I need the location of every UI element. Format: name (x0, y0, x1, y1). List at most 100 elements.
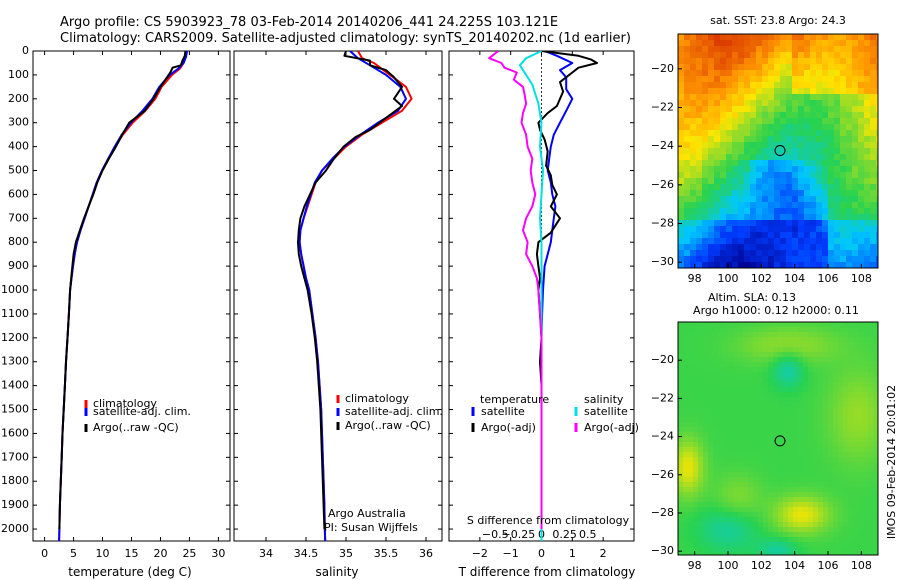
sla-heatmap-cell (703, 512, 709, 518)
sla-heatmap-cell (743, 502, 749, 508)
sla-heatmap-cell (793, 352, 799, 358)
sla-heatmap-cell (863, 397, 869, 403)
sst-heatmap-cell (852, 130, 859, 137)
sst-heatmap-cell (828, 40, 835, 47)
sst-heatmap-cell (828, 82, 835, 89)
sla-heatmap-cell (793, 467, 799, 473)
sst-heatmap-cell (834, 34, 841, 41)
argo-location-marker (774, 435, 786, 447)
sla-heatmap-cell (728, 452, 734, 458)
sla-heatmap-cell (713, 447, 719, 453)
sla-heatmap-cell (813, 517, 819, 523)
sst-heatmap-cell (774, 190, 781, 197)
sla-heatmap-cell (843, 512, 849, 518)
sla-heatmap-cell (758, 337, 764, 343)
sst-heatmap-cell (864, 142, 871, 149)
sla-heatmap-cell (693, 552, 699, 555)
sla-heatmap-cell (698, 427, 704, 433)
sst-heatmap-cell (714, 136, 721, 143)
sla-heatmap-cell (728, 487, 734, 493)
sst-heatmap-cell (720, 244, 727, 251)
sla-heatmap-cell (778, 447, 784, 453)
sla-heatmap-cell (728, 482, 734, 488)
sst-heatmap-cell (684, 52, 691, 59)
sla-heatmap-cell (713, 432, 719, 438)
sst-heatmap-cell (852, 142, 859, 149)
sla-heatmap-cell (853, 382, 859, 388)
sla-heatmap-cell (818, 342, 824, 348)
sst-heatmap-cell (876, 40, 878, 47)
sst-heatmap-cell (816, 34, 823, 41)
sst-heatmap-cell (822, 124, 829, 131)
difference-panel: −2 −1 0 1 2 −0.5−0.25 0 0.25 0.5 S difference f… (448, 50, 639, 579)
sst-heatmap-cell (810, 244, 817, 251)
sla-heatmap-cell (763, 482, 769, 488)
sla-heatmap-cell (813, 442, 819, 448)
difference-x-axis: −2 −1 0 1 2 (472, 51, 607, 560)
s-tick-label: 0.25 (552, 528, 577, 541)
sst-heatmap-cell (798, 172, 805, 179)
sst-heatmap-cell (816, 238, 823, 245)
sla-heatmap-cell (753, 482, 759, 488)
sla-heatmap-cell (798, 482, 804, 488)
sla-heatmap-cell (828, 332, 834, 338)
sla-heatmap-cell (843, 427, 849, 433)
sla-heatmap-cell (783, 407, 789, 413)
sla-heatmap-cell (858, 462, 864, 468)
sst-heatmap-cell (876, 130, 878, 137)
sla-heatmap-cell (823, 437, 829, 443)
sst-heatmap-cell (846, 256, 853, 263)
argo-location-marker (774, 145, 786, 157)
sst-heatmap-cell (726, 112, 733, 119)
sla-heatmap-cell (748, 482, 754, 488)
sst-heatmap-cell (714, 208, 721, 215)
sst-heatmap-cell (738, 76, 745, 83)
sst-heatmap-cell (834, 130, 841, 137)
sst-heatmap-cell (822, 40, 829, 47)
sla-heatmap-cell (823, 347, 829, 353)
sst-heatmap-cell (768, 94, 775, 101)
sla-heatmap-cell (728, 542, 734, 548)
sst-heatmap-cell (762, 190, 769, 197)
sst-heatmap-cell (852, 232, 859, 239)
sla-heatmap-cell (768, 547, 774, 553)
sst-heatmap-cell (726, 256, 733, 263)
sla-heatmap-cell (848, 417, 854, 423)
sst-heatmap-cell (828, 46, 835, 53)
sla-heatmap-cell (723, 382, 729, 388)
sst-heatmap-cell (732, 58, 739, 65)
sla-heatmap-cell (678, 522, 684, 528)
sla-heatmap-cell (843, 402, 849, 408)
sla-heatmap-cell (698, 507, 704, 513)
sst-heatmap-cell (732, 70, 739, 77)
sst-heatmap-cell (744, 106, 751, 113)
sst-heatmap-cell (774, 58, 781, 65)
sla-heatmap-cell (753, 412, 759, 418)
sst-heatmap-cell (792, 202, 799, 209)
sla-heatmap-cell (828, 447, 834, 453)
sst-heatmap-cell (786, 214, 793, 221)
sla-heatmap-cell (803, 522, 809, 528)
sst-heatmap-cell (714, 184, 721, 191)
sla-heatmap-cell (858, 547, 864, 553)
sla-heatmap-cell (838, 472, 844, 478)
sla-heatmap-cell (678, 327, 684, 333)
sst-heatmap-cell (780, 124, 787, 131)
sla-heatmap-cell (678, 547, 684, 553)
sst-heatmap-cell (786, 238, 793, 245)
sst-heatmap-cell (720, 70, 727, 77)
sst-heatmap-cell (720, 46, 727, 53)
depth-tick-label: 400 (8, 140, 29, 153)
sla-heatmap-cell (698, 542, 704, 548)
sst-heatmap-cell (756, 154, 763, 161)
sst-heatmap-cell (792, 118, 799, 125)
sst-heatmap-cell (714, 130, 721, 137)
sla-heatmap-cell (688, 437, 694, 443)
sla-heatmap-cell (678, 377, 684, 383)
sla-heatmap-cell (718, 482, 724, 488)
sst-heatmap-cell (870, 124, 877, 131)
sst-heatmap-cell (762, 208, 769, 215)
sst-heatmap-cell (858, 82, 865, 89)
sla-heatmap-cell (683, 357, 689, 363)
sla-heatmap-cell (818, 537, 824, 543)
